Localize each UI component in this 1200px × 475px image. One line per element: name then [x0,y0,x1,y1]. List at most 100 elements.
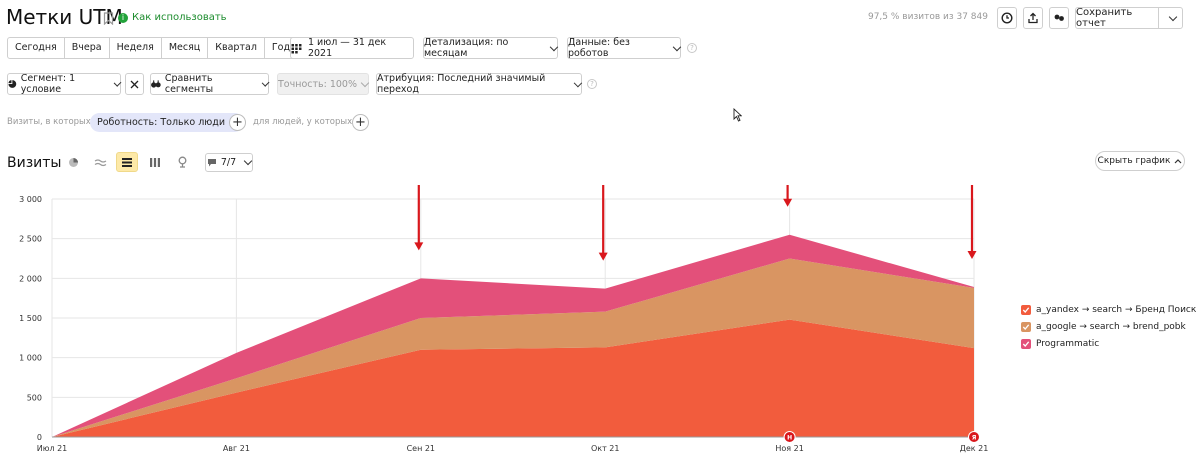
legend-item[interactable]: a_yandex → search → Бренд Поиск [1021,301,1196,318]
accuracy-label: Точность: 100% [278,78,357,90]
chart-type-map-button[interactable] [171,152,193,172]
x-tick-label: Дек 21 [960,444,989,453]
history-button[interactable] [997,7,1017,29]
x-tick-label: Сен 21 [407,444,435,453]
comment-icon [207,159,216,167]
annotation-arrow-head [414,242,424,251]
chevron-down-icon [243,156,253,166]
y-axis: 0 500 1 000 1 500 2 000 2 500 3 000 [19,195,974,442]
clock-icon [1001,12,1013,24]
info-icon[interactable]: ? [587,79,597,89]
chevron-down-icon [574,78,583,87]
export-button[interactable] [1023,7,1043,29]
event-marker: Н [783,431,796,443]
bookmark-icon[interactable] [103,12,114,25]
date-range-picker[interactable]: 1 июл — 31 дек 2021 [290,37,414,59]
attribution-label: Атрибуция: Последний значимый переход [377,73,546,95]
checkbox-icon[interactable] [1021,304,1031,315]
date-range-label: 1 июл — 31 дек 2021 [307,37,387,59]
hide-chart-label: Скрыть график [1097,156,1171,166]
info-dot-icon: i [118,12,128,23]
annotation-arrow-head [783,198,793,207]
chevron-down-icon [113,78,122,87]
x-tick-label: Июл 21 [37,444,68,453]
chevron-down-icon [261,78,270,87]
data-dropdown[interactable]: Данные: без роботов [567,37,682,59]
upload-icon [1028,12,1038,24]
period-tab-today[interactable]: Сегодня [8,38,65,58]
annotation-arrow [967,185,977,260]
y-tick-label: 1 500 [19,314,42,323]
chart-type-line-button[interactable] [89,152,111,172]
segment-clear-button[interactable] [125,73,144,95]
annotation-arrow-head [967,251,977,260]
compare-icon [151,80,161,88]
chevron-down-icon [1168,12,1178,21]
annotation-arrow [783,185,793,207]
people-icon [1054,14,1064,21]
page-title: Метки UTM [6,5,123,29]
chart-areas [52,234,974,437]
map-pin-icon [178,156,186,168]
chevron-up-icon [1175,159,1182,164]
annotation-arrows [414,185,977,261]
bar-chart-icon [150,157,160,167]
checkbox-icon[interactable] [1021,321,1031,332]
legend-label: a_google → search → brend_pobk [1036,321,1186,332]
x-axis: Июл 21 Авг 21 Сен 21 Окт 21 Ноя 21 Дек 21 [37,444,989,453]
calendar-icon [291,43,302,53]
x-tick-label: Авг 21 [223,444,250,453]
save-report-menu-button[interactable] [1158,7,1183,29]
period-tab-quarter[interactable]: Квартал [208,38,265,58]
plus-icon: + [232,115,243,130]
attribution-dropdown[interactable]: Атрибуция: Последний значимый переход [376,73,583,95]
detail-dropdown[interactable]: Детализация: по месяцам [423,37,559,59]
x-tick-label: Окт 21 [591,444,620,453]
y-tick-label: 0 [37,433,42,442]
plus-icon: + [355,115,366,130]
x-tick-label: Ноя 21 [775,444,803,453]
filter-chip-label: Роботность: Только люди [97,117,226,128]
series-selector[interactable]: 7/7 [205,153,253,172]
chevron-down-icon [672,42,682,51]
chevron-down-icon [550,42,559,51]
add-people-filter-button[interactable]: + [352,114,369,131]
y-tick-label: 500 [27,393,42,402]
howto-label: Как использовать [132,12,227,23]
share-button[interactable] [1049,7,1069,29]
period-tab-week[interactable]: Неделя [110,38,162,58]
period-tab-yesterday[interactable]: Вчера [65,38,110,58]
checkbox-icon[interactable] [1021,338,1031,349]
chart-legend: a_yandex → search → Бренд Поиск a_google … [1021,301,1196,352]
segment-dropdown[interactable]: Сегмент: 1 условие [7,73,122,95]
area-series-1 [52,319,974,437]
y-tick-label: 3 000 [19,195,42,204]
hide-chart-button[interactable]: Скрыть график [1095,151,1185,171]
howto-link[interactable]: i Как использовать [118,12,227,23]
period-tab-month[interactable]: Месяц [162,38,209,58]
chart-type-bar-button[interactable] [144,152,166,172]
stacked-area-icon [122,157,132,167]
accuracy-dropdown[interactable]: Точность: 100% [277,73,370,95]
legend-item[interactable]: a_google → search → brend_pobk [1021,318,1196,335]
legend-item[interactable]: Programmatic [1021,335,1196,352]
line-chart-icon [94,158,106,166]
compare-segments-dropdown[interactable]: Сравнить сегменты [150,73,270,95]
period-tab-year[interactable]: Год [271,42,291,53]
annotation-arrow [414,185,424,251]
info-icon[interactable]: ? [687,43,697,53]
event-marker: Я [968,431,980,443]
chart-type-stacked-area-button[interactable] [116,152,138,172]
filter-chip[interactable]: Роботность: Только люди [90,113,245,132]
y-tick-label: 2 500 [19,235,42,244]
chart-type-pie-button[interactable] [62,152,84,172]
legend-label: Programmatic [1036,338,1100,349]
event-marker-dot [968,431,980,443]
period-tabs: Сегодня Вчера Неделя Месяц Квартал Год [7,37,299,59]
add-filter-button[interactable]: + [229,114,246,131]
detail-dropdown-label: Детализация: по месяцам [424,37,509,59]
visits-share-text: 97,5 % визитов из 37 849 [867,12,988,22]
legend-label: a_yandex → search → Бренд Поиск [1036,304,1197,315]
event-marker-label: Н [787,435,792,442]
save-report-button[interactable]: Сохранить отчет [1075,7,1159,29]
